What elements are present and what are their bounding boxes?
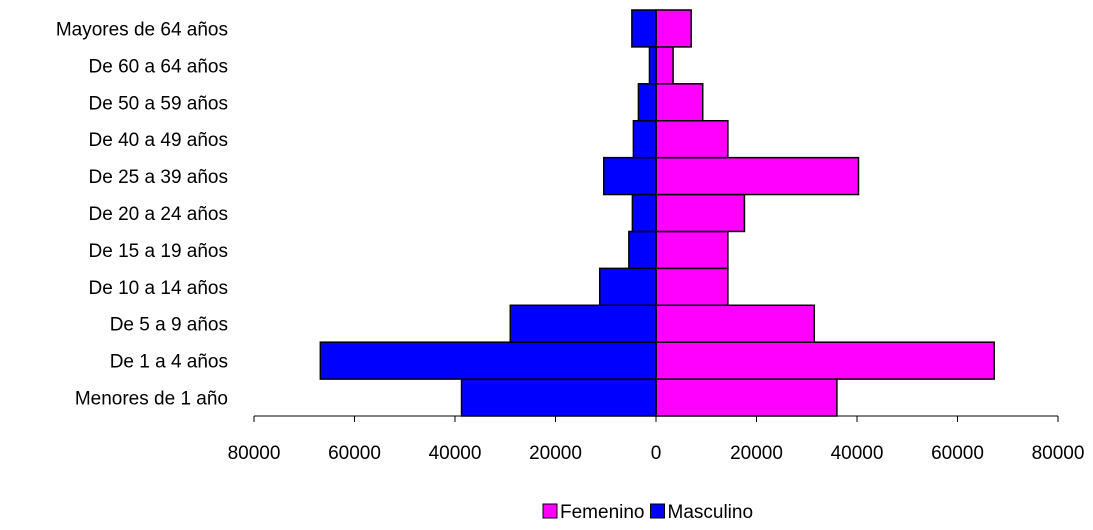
category-label-de-5-a-9-anos: De 5 a 9 años	[110, 315, 228, 336]
x-tick-label: 0	[651, 443, 662, 464]
x-tick-label: 20000	[529, 443, 582, 464]
category-label-de-20-a-24-anos: De 20 a 24 años	[89, 204, 228, 225]
bar-femenino-de-20-a-24-anos	[655, 193, 746, 233]
legend-label-masculino: Masculino	[668, 502, 754, 523]
category-label-de-10-a-14-anos: De 10 a 14 años	[89, 278, 228, 299]
category-label-de-40-a-49-anos: De 40 a 49 años	[89, 130, 228, 151]
bar-masculino-de-10-a-14-anos	[598, 267, 657, 307]
bar-femenino-de-1-a-4-anos	[655, 341, 995, 380]
x-tick-label: 40000	[831, 443, 884, 464]
x-tick-label: 60000	[328, 443, 381, 464]
bar-femenino-de-40-a-49-anos	[655, 119, 729, 159]
category-label-de-25-a-39-anos: De 25 a 39 años	[89, 167, 228, 188]
bar-masculino-menores-de-1-ano	[460, 378, 657, 417]
bar-femenino-de-60-a-64-anos	[655, 46, 674, 85]
category-label-de-1-a-4-anos: De 1 a 4 años	[110, 352, 228, 373]
category-label-de-50-a-59-anos: De 50 a 59 años	[89, 93, 228, 114]
bar-femenino-menores-de-1-ano	[655, 378, 838, 417]
legend-swatch-femenino	[542, 503, 558, 519]
category-label-mayores-de-64-anos: Mayores de 64 años	[56, 19, 228, 40]
bar-femenino-de-25-a-39-anos	[655, 156, 860, 196]
bar-femenino-de-5-a-9-anos	[655, 304, 816, 343]
x-tick-label: 20000	[730, 443, 783, 464]
bars	[319, 9, 995, 417]
bar-masculino-mayores-de-64-anos	[631, 9, 657, 48]
bar-femenino-de-50-a-59-anos	[655, 83, 704, 122]
category-label-de-15-a-19-anos: De 15 a 19 años	[89, 241, 228, 262]
legend: Femenino Masculino	[542, 502, 754, 523]
legend-label-femenino: Femenino	[560, 502, 645, 523]
x-tick-label: 80000	[228, 443, 281, 464]
bar-masculino-de-40-a-49-anos	[632, 119, 657, 159]
bar-masculino-de-5-a-9-anos	[509, 304, 657, 343]
bar-masculino-de-20-a-24-anos	[631, 193, 657, 233]
bar-masculino-de-50-a-59-anos	[637, 83, 657, 122]
category-label-menores-de-1-ano: Menores de 1 año	[75, 389, 228, 410]
legend-swatch-masculino	[650, 503, 665, 519]
category-labels: Menores de 1 año De 1 a 4 años De 5 a 9 añ…	[56, 19, 228, 409]
bar-masculino-de-1-a-4-anos	[319, 341, 657, 380]
bar-masculino-de-25-a-39-anos	[602, 156, 657, 196]
bar-femenino-mayores-de-64-anos	[655, 9, 692, 48]
bar-femenino-de-15-a-19-anos	[655, 230, 729, 270]
bar-masculino-de-60-a-64-anos	[648, 46, 657, 85]
x-tick-label: 40000	[429, 443, 482, 464]
bar-masculino-de-15-a-19-anos	[628, 230, 657, 270]
x-axis: 80000 60000 40000 20000 0 20000 40000 60000 8000…	[228, 10, 1085, 464]
bar-femenino-de-10-a-14-anos	[655, 267, 729, 307]
x-tick-label: 80000	[1032, 443, 1085, 464]
x-tick-label: 60000	[931, 443, 984, 464]
category-label-de-60-a-64-anos: De 60 a 64 años	[89, 56, 228, 77]
